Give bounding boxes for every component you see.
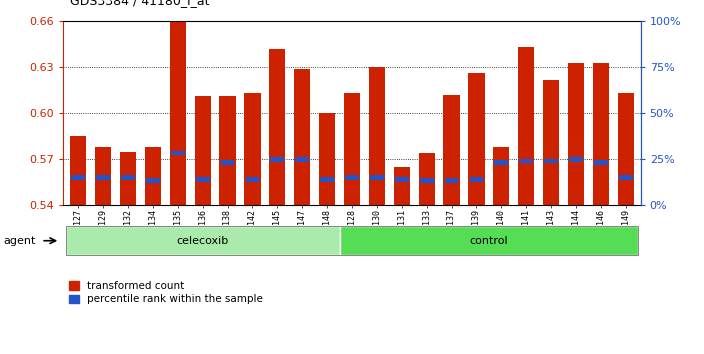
- Bar: [568, 63, 584, 205]
- Bar: [146, 178, 160, 183]
- Bar: [419, 153, 435, 205]
- Bar: [294, 69, 310, 205]
- Bar: [66, 227, 339, 255]
- Bar: [95, 147, 111, 205]
- Bar: [319, 113, 335, 205]
- Bar: [320, 177, 334, 182]
- Bar: [394, 167, 410, 205]
- Bar: [593, 63, 609, 205]
- Bar: [520, 159, 533, 163]
- Bar: [344, 93, 360, 205]
- Text: agent: agent: [4, 236, 36, 246]
- Bar: [145, 147, 161, 205]
- Bar: [617, 93, 634, 205]
- Bar: [345, 175, 359, 180]
- Bar: [70, 136, 87, 205]
- Bar: [468, 73, 484, 205]
- Bar: [518, 47, 534, 205]
- Bar: [194, 96, 210, 205]
- Bar: [569, 157, 583, 161]
- Bar: [543, 80, 559, 205]
- Bar: [296, 157, 309, 161]
- Bar: [544, 159, 558, 163]
- Bar: [196, 177, 210, 182]
- Bar: [470, 177, 483, 182]
- Bar: [71, 175, 85, 180]
- Bar: [420, 178, 434, 183]
- Bar: [270, 157, 284, 161]
- Bar: [494, 147, 510, 205]
- Bar: [220, 96, 236, 205]
- Bar: [244, 93, 260, 205]
- Bar: [594, 160, 608, 165]
- Bar: [494, 160, 508, 165]
- Bar: [246, 177, 259, 182]
- Bar: [444, 95, 460, 205]
- Bar: [121, 175, 135, 180]
- Bar: [120, 152, 136, 205]
- Bar: [171, 151, 184, 155]
- Bar: [619, 175, 633, 180]
- Bar: [170, 21, 186, 205]
- Text: GDS3384 / 41180_i_at: GDS3384 / 41180_i_at: [70, 0, 210, 7]
- Bar: [339, 227, 638, 255]
- Bar: [370, 175, 384, 180]
- Bar: [445, 178, 458, 183]
- Bar: [221, 160, 234, 165]
- Bar: [369, 67, 385, 205]
- Text: celecoxib: celecoxib: [177, 236, 229, 246]
- Text: control: control: [470, 236, 508, 246]
- Bar: [395, 177, 408, 182]
- Bar: [96, 175, 110, 180]
- Bar: [269, 49, 285, 205]
- Legend: transformed count, percentile rank within the sample: transformed count, percentile rank withi…: [68, 281, 263, 304]
